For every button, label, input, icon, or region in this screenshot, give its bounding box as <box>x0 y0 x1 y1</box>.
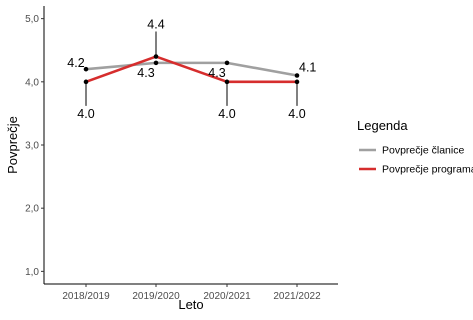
y-tick-label: 1,0 <box>25 267 39 278</box>
x-tick-label: 2020/2021 <box>203 291 251 302</box>
data-point <box>224 79 230 85</box>
y-tick-label: 3,0 <box>25 141 39 152</box>
data-point <box>83 79 89 85</box>
series-line-clanice <box>85 61 298 77</box>
label-stems <box>85 31 298 106</box>
series-line-programa <box>85 55 297 84</box>
y-axis-title: Povprečje <box>5 116 20 174</box>
y-tick-label: 4,0 <box>25 77 39 88</box>
data-label: 4.0 <box>77 107 94 121</box>
data-label: 4.0 <box>218 107 235 121</box>
x-tick-label: 2019/2020 <box>132 291 180 302</box>
x-tick-label: 2021/2022 <box>273 291 321 302</box>
data-point <box>294 73 300 78</box>
data-point <box>224 60 230 66</box>
data-point <box>294 79 300 85</box>
legend: Legenda Povprečje članice Povprečje progr… <box>357 118 473 176</box>
legend-label: Povprečje programa <box>382 164 473 176</box>
data-label: 4.3 <box>208 66 225 80</box>
data-point <box>153 60 159 66</box>
legend-title: Legenda <box>357 118 408 133</box>
x-tick-label: 2018/2019 <box>62 291 110 302</box>
x-axis-title: Leto <box>178 297 203 312</box>
series-lines <box>85 55 298 84</box>
y-tick-label: 2,0 <box>25 204 39 215</box>
y-tick-label: 5,0 <box>25 14 39 25</box>
data-label: 4.4 <box>147 18 164 32</box>
data-label: 4.2 <box>67 56 84 70</box>
data-label: 4.3 <box>137 66 154 80</box>
data-label: 4.1 <box>299 61 316 75</box>
axes: 1,0 2,0 3,0 4,0 5,0 2018/2019 2019/2020 2020/20… <box>25 6 338 302</box>
legend-label: Povprečje članice <box>382 145 464 157</box>
data-labels: 4.2 4.3 4.3 4.1 4.0 4.4 4.0 4.0 <box>67 18 316 121</box>
data-label: 4.0 <box>288 107 305 121</box>
data-points <box>83 54 300 85</box>
data-point <box>83 66 89 72</box>
data-point <box>153 54 159 59</box>
